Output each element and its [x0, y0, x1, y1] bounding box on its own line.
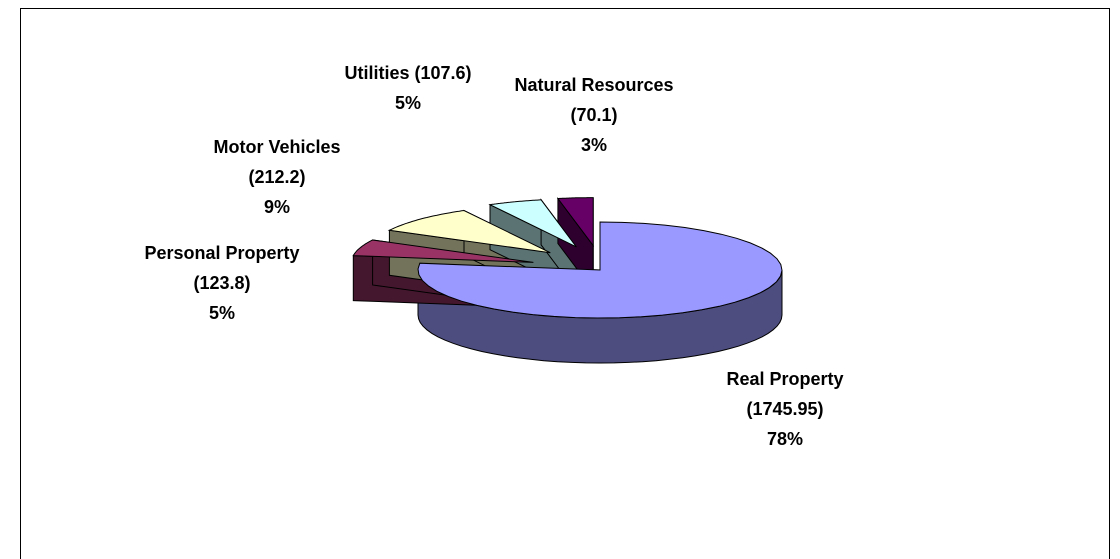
slice: [417, 221, 783, 319]
value-label: (1745.95): [746, 399, 823, 419]
percent-label: 5%: [395, 93, 421, 113]
pie: [352, 196, 783, 364]
category-label: Motor Vehicles: [213, 137, 340, 157]
labels: Real Property (1745.95) 78% Personal Proper…: [144, 63, 843, 449]
slice: [352, 239, 534, 263]
value-label: (107.6): [414, 63, 471, 83]
category-label: Personal Property: [144, 243, 299, 263]
slice: [387, 209, 551, 254]
percent-label: 3%: [581, 135, 607, 155]
value-label: (212.2): [248, 167, 305, 187]
category-label: Real Property: [726, 369, 843, 389]
percent-label: 9%: [264, 197, 290, 217]
category-label: Natural Resources: [514, 75, 673, 95]
percent-label: 78%: [767, 429, 803, 449]
value-label: (70.1): [570, 105, 617, 125]
slice: [488, 199, 577, 248]
percent-label: 5%: [209, 303, 235, 323]
value-label: (123.8): [193, 273, 250, 293]
data-label: Utilities (107.6): [344, 63, 471, 83]
slice: [556, 197, 594, 248]
category-label: Utilities: [344, 63, 409, 83]
